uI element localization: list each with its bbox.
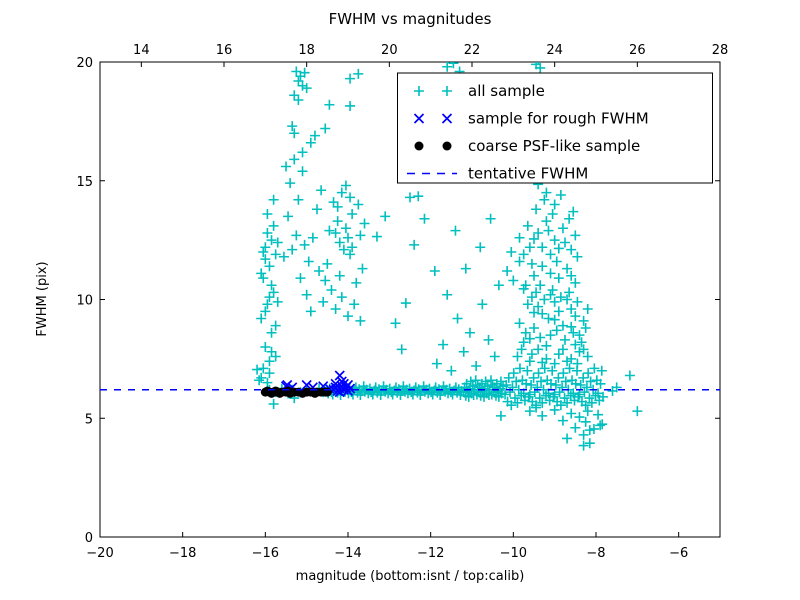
legend-entry-1: sample for rough FWHM bbox=[413, 110, 649, 128]
y-tick-label: 15 bbox=[76, 175, 93, 190]
y-tick-label: 10 bbox=[76, 294, 93, 309]
x-bottom-tick-label: −18 bbox=[169, 546, 196, 561]
figure-title: FWHM vs magnitudes bbox=[329, 10, 492, 28]
y-tick-label: 5 bbox=[85, 412, 93, 427]
x-axis-label: magnitude (bottom:isnt / top:calib) bbox=[296, 569, 525, 584]
series-coarse-PSF-like-sample bbox=[260, 386, 332, 398]
x-top-tick-label: 26 bbox=[629, 43, 646, 58]
x-bottom-tick-label: −6 bbox=[669, 546, 688, 561]
legend-entry-0: all sample bbox=[414, 82, 545, 100]
x-bottom-tick-label: −20 bbox=[86, 546, 113, 561]
x-top-tick-label: 20 bbox=[381, 43, 398, 58]
x-top-tick-label: 16 bbox=[216, 43, 233, 58]
x-bottom-tick-label: −8 bbox=[586, 546, 605, 561]
x-bottom-tick-label: −14 bbox=[334, 546, 361, 561]
y-axis-label: FWHM (pix) bbox=[35, 261, 50, 336]
x-bottom-tick-label: −10 bbox=[500, 546, 527, 561]
y-tick-label: 0 bbox=[85, 531, 93, 546]
x-top-tick-label: 28 bbox=[712, 43, 729, 58]
legend-entry-3: tentative FWHM bbox=[407, 165, 588, 183]
scatter-points bbox=[100, 62, 720, 451]
legend-label: all sample bbox=[468, 82, 545, 100]
x-top-tick-label: 22 bbox=[464, 43, 481, 58]
x-bottom-tick-label: −16 bbox=[252, 546, 279, 561]
legend-entry-2: coarse PSF-like sample bbox=[414, 137, 640, 155]
legend: all sample sample for rough FWHM coarse PS… bbox=[397, 72, 713, 184]
legend-label: sample for rough FWHM bbox=[468, 110, 649, 128]
y-tick-label: 20 bbox=[76, 56, 93, 71]
series-sample-for-rough-FWHM bbox=[280, 370, 356, 398]
axis-ticks: −20 −18 −16 −14 −12 −10 −8 −6 14 16 18 20 22 24 26 28 0 5… bbox=[76, 43, 728, 561]
x-bottom-tick-label: −12 bbox=[417, 546, 444, 561]
legend-label: tentative FWHM bbox=[468, 165, 588, 183]
x-top-tick-label: 14 bbox=[133, 43, 150, 58]
x-top-tick-label: 24 bbox=[546, 43, 563, 58]
x-top-tick-label: 18 bbox=[298, 43, 315, 58]
legend-label: coarse PSF-like sample bbox=[468, 137, 640, 155]
